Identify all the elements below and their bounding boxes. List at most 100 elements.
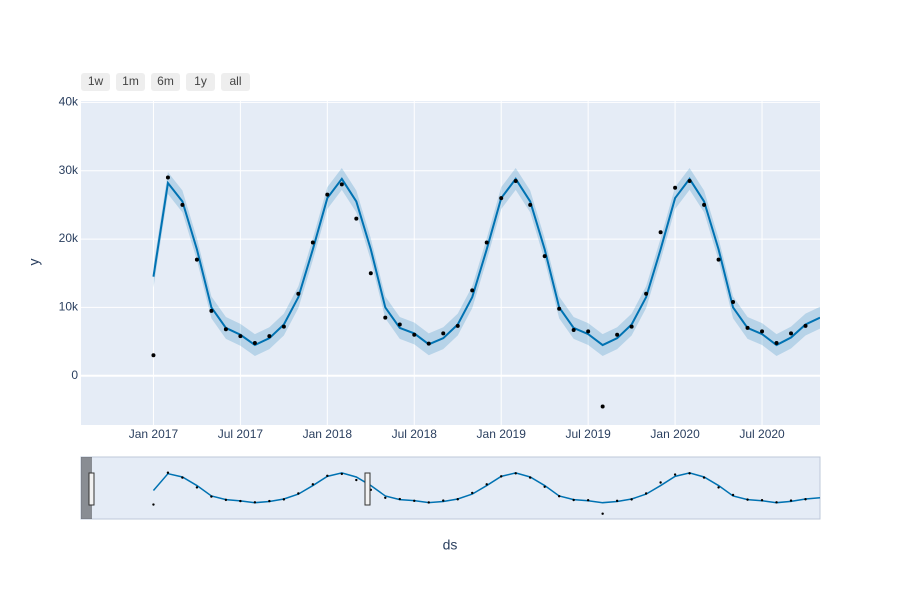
- mini-point: [268, 499, 271, 503]
- button-label[interactable]: 1y: [194, 74, 207, 88]
- range-slider-mask: [81, 457, 92, 519]
- data-point: [252, 340, 257, 345]
- data-point: [760, 329, 765, 334]
- mini-point: [760, 499, 764, 502]
- data-point: [470, 288, 475, 293]
- range-button[interactable]: 6m: [151, 73, 180, 91]
- data-point: [745, 325, 750, 330]
- data-point: [499, 196, 504, 201]
- mini-point: [413, 499, 416, 503]
- data-point: [368, 271, 373, 276]
- mini-point: [673, 473, 677, 476]
- range-button[interactable]: 1y: [186, 73, 215, 91]
- data-point: [484, 240, 489, 245]
- button-label[interactable]: 6m: [157, 74, 174, 88]
- mini-point: [586, 499, 590, 502]
- data-point: [615, 332, 620, 337]
- mini-point: [398, 497, 401, 501]
- button-bg[interactable]: [221, 73, 250, 91]
- mini-point: [804, 498, 807, 501]
- data-point: [658, 230, 663, 235]
- mini-point: [630, 498, 633, 501]
- data-point: [339, 182, 344, 187]
- button-bg[interactable]: [81, 73, 110, 91]
- x-tick-label: Jul 2018: [392, 427, 438, 441]
- data-point: [354, 216, 359, 221]
- x-tick-label: Jan 2017: [129, 427, 179, 441]
- button-bg[interactable]: [151, 73, 180, 91]
- data-point: [455, 323, 460, 328]
- range-button[interactable]: 1w: [81, 73, 110, 91]
- button-label[interactable]: all: [229, 74, 241, 88]
- data-point: [542, 254, 547, 259]
- x-tick-label: Jul 2020: [739, 427, 785, 441]
- x-axis-title: ds: [443, 537, 458, 553]
- button-bg[interactable]: [186, 73, 215, 91]
- mini-point: [311, 483, 315, 486]
- mini-point: [297, 492, 300, 495]
- mini-point: [500, 475, 503, 478]
- button-label[interactable]: 1w: [88, 74, 104, 88]
- mini-point: [384, 496, 387, 499]
- mini-point: [601, 512, 604, 515]
- mini-point: [702, 476, 706, 479]
- mini-point: [355, 478, 358, 482]
- mini-point: [717, 486, 720, 489]
- data-point: [383, 315, 388, 320]
- mini-point: [181, 476, 184, 479]
- data-point: [151, 353, 156, 358]
- mini-point: [775, 501, 778, 504]
- y-tick-label: 30k: [59, 163, 79, 177]
- data-point: [209, 308, 214, 313]
- data-point: [528, 202, 533, 207]
- range-button[interactable]: 1m: [116, 73, 145, 91]
- range-button[interactable]: all: [221, 73, 250, 91]
- slider-handle[interactable]: [88, 472, 95, 506]
- mini-point: [688, 472, 691, 475]
- mini-point: [528, 476, 532, 479]
- x-tick-label: Jul 2017: [218, 427, 264, 441]
- mini-point: [210, 495, 213, 498]
- data-point: [586, 329, 591, 334]
- x-tick-label: Jul 2019: [565, 427, 611, 441]
- data-point: [513, 178, 518, 183]
- data-point: [731, 299, 736, 304]
- mini-point: [282, 498, 286, 501]
- slider-handle[interactable]: [364, 472, 371, 506]
- data-point: [557, 306, 562, 311]
- data-point: [426, 341, 431, 346]
- button-label[interactable]: 1m: [122, 74, 139, 88]
- mini-point: [543, 485, 546, 488]
- mini-line: [152, 472, 821, 504]
- data-point: [716, 257, 721, 262]
- mini-point: [557, 494, 561, 498]
- data-point: [412, 332, 417, 337]
- data-point: [281, 324, 286, 329]
- data-point: [687, 178, 692, 183]
- x-tick-label: Jan 2019: [477, 427, 527, 441]
- data-point: [600, 404, 605, 409]
- data-point: [702, 202, 707, 207]
- data-point: [629, 324, 634, 329]
- data-point: [774, 340, 779, 345]
- mini-point: [615, 499, 619, 503]
- mini-point: [195, 486, 199, 489]
- data-point: [180, 202, 185, 207]
- button-bg[interactable]: [116, 73, 145, 91]
- range-slider[interactable]: [80, 456, 821, 520]
- x-tick-label: Jan 2020: [650, 427, 700, 441]
- data-point: [267, 334, 272, 339]
- data-point: [165, 175, 170, 180]
- mini-point: [514, 472, 517, 475]
- mini-point: [239, 499, 242, 503]
- data-point: [571, 327, 576, 332]
- mini-point: [427, 501, 430, 504]
- mini-point: [456, 498, 459, 501]
- mini-point: [746, 498, 749, 501]
- x-tick-label: Jan 2018: [303, 427, 353, 441]
- mini-point: [572, 498, 575, 502]
- data-point: [194, 257, 199, 262]
- data-point: [296, 291, 301, 296]
- mini-point: [326, 474, 329, 477]
- mini-point: [731, 493, 735, 497]
